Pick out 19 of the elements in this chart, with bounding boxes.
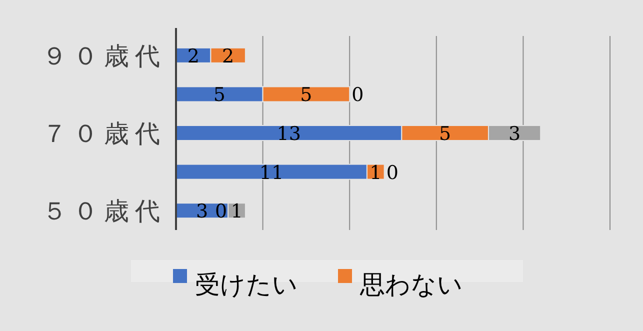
data-label: 3: [508, 123, 521, 145]
y-tick-label: ９０歳代: [42, 41, 166, 70]
data-label: 0: [214, 200, 228, 223]
legend-label: 受けたい: [195, 270, 298, 299]
data-label: 5: [213, 84, 226, 106]
data-label: 5: [300, 84, 312, 106]
data-label: 11: [259, 162, 284, 184]
data-label: 5: [439, 123, 452, 145]
data-label: 1: [370, 162, 382, 184]
y-tick-label: ７０歳代: [42, 119, 166, 148]
data-label: 2: [187, 45, 200, 68]
data-label: 1: [230, 200, 243, 223]
data-label: 3: [196, 200, 208, 223]
data-label: 0: [386, 162, 398, 184]
legend-label: 思わない: [359, 270, 463, 299]
y-tick-label: ５０歳代: [42, 196, 166, 226]
data-label: 2: [222, 45, 234, 68]
data-label: 0: [352, 84, 364, 106]
data-label: 13: [276, 123, 301, 145]
